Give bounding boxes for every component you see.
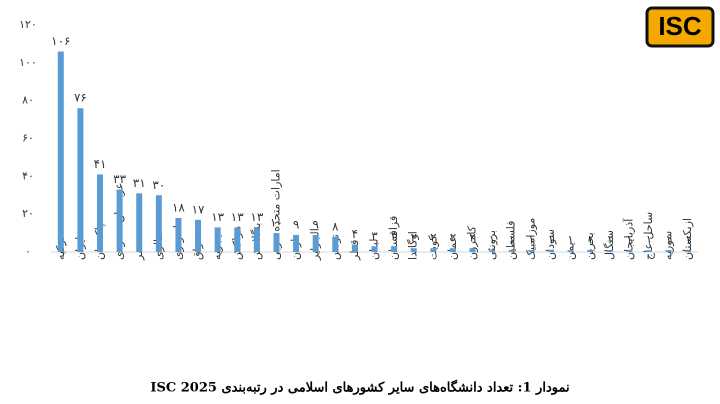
bar xyxy=(508,250,515,252)
x-tick-label: ازبکستان xyxy=(681,218,694,260)
y-tick-label: ۶۰ xyxy=(22,132,34,145)
bar xyxy=(567,250,574,252)
value-label: ۱۰ xyxy=(270,216,283,230)
value-label: ۱۳ xyxy=(211,210,224,224)
value-label: ۲ xyxy=(450,231,456,245)
value-label: ۷۶ xyxy=(74,91,87,105)
x-tick-label: ساحل عاج xyxy=(642,212,655,260)
bar xyxy=(626,250,633,252)
bar xyxy=(116,189,123,252)
y-tick-label: ۲۰ xyxy=(22,207,34,220)
value-label: ۱۳ xyxy=(231,210,244,224)
bar xyxy=(175,217,182,252)
bar xyxy=(489,250,496,252)
bar xyxy=(214,227,221,252)
y-tick-label: ۰ xyxy=(25,245,31,258)
bar xyxy=(332,236,339,252)
bar xyxy=(195,219,202,252)
x-tick-label: اوگاندا xyxy=(407,231,420,260)
value-label: ۴ xyxy=(352,227,358,241)
value-label: ۱۷ xyxy=(192,202,205,216)
value-label: ۱ xyxy=(567,233,573,247)
value-label: ۱ xyxy=(587,233,593,247)
value-label: ۱۰۶ xyxy=(51,34,70,48)
x-tick-label: کویت xyxy=(426,234,439,260)
x-tick-label: موزامبیک xyxy=(524,218,537,260)
bar xyxy=(685,250,692,252)
value-label: ۸ xyxy=(332,219,339,233)
value-label: ۲ xyxy=(469,231,475,245)
bar xyxy=(606,250,613,252)
value-label: ۳۱ xyxy=(133,176,146,190)
chart-caption: نمودار 1: تعداد دانشگاه‌های سایر کشورهای… xyxy=(150,379,569,396)
bar xyxy=(57,51,64,252)
bar xyxy=(528,250,535,252)
y-tick-label: ۱۰۰ xyxy=(19,56,37,69)
bar xyxy=(469,248,476,252)
bar xyxy=(587,250,594,252)
value-label: ۴۱ xyxy=(94,157,107,171)
value-label: ۱۳ xyxy=(250,210,263,224)
bar xyxy=(77,108,84,252)
value-label: ۱ xyxy=(626,233,632,247)
value-label: ۱ xyxy=(528,233,534,247)
bar xyxy=(665,250,672,252)
value-label: ۱ xyxy=(665,233,671,247)
value-label: ۱ xyxy=(685,233,691,247)
value-label: ۲ xyxy=(410,231,416,245)
value-label: ۳ xyxy=(371,229,378,243)
bar xyxy=(371,246,378,252)
bar xyxy=(273,233,280,252)
value-label: ۱ xyxy=(548,233,554,247)
bar xyxy=(430,248,437,252)
x-tick-label: برونئی xyxy=(485,230,498,260)
bar xyxy=(645,250,652,252)
value-label: ۱ xyxy=(509,233,515,247)
bar xyxy=(234,227,241,252)
value-label: ۱۸ xyxy=(172,200,185,214)
bar xyxy=(449,248,456,252)
x-tick-label: بحرین xyxy=(583,232,596,260)
x-tick-label: سوریه xyxy=(662,231,675,260)
bar xyxy=(312,234,319,252)
value-label: ۹ xyxy=(312,217,318,231)
value-label: ۱ xyxy=(646,233,652,247)
value-label: ۱ xyxy=(607,233,613,247)
y-tick-label: ۴۰ xyxy=(22,169,34,182)
bar xyxy=(97,174,104,252)
bar xyxy=(136,193,143,252)
value-label: ۲ xyxy=(430,231,436,245)
value-label: ۳ xyxy=(391,229,398,243)
value-label: ۳۰ xyxy=(152,178,165,192)
y-tick-label: ۸۰ xyxy=(22,94,34,107)
y-tick-label: ۱۲۰ xyxy=(19,18,37,31)
bar xyxy=(293,234,300,252)
x-tick-label: سودان xyxy=(544,229,557,260)
bar xyxy=(253,227,260,252)
value-label: ۱ xyxy=(489,233,495,247)
x-tick-label: عمان xyxy=(446,236,459,260)
value-label: ۹ xyxy=(293,217,299,231)
x-tick-label: آذربایجان xyxy=(621,218,635,260)
value-label: ۳۳ xyxy=(113,172,126,186)
bar xyxy=(410,248,417,252)
bar xyxy=(155,195,162,252)
logo-box xyxy=(645,6,715,48)
bar xyxy=(351,244,358,252)
bar xyxy=(391,246,398,252)
logo: ISC xyxy=(658,11,702,41)
bar xyxy=(547,250,554,252)
x-tick-label: سنگال xyxy=(603,230,616,260)
